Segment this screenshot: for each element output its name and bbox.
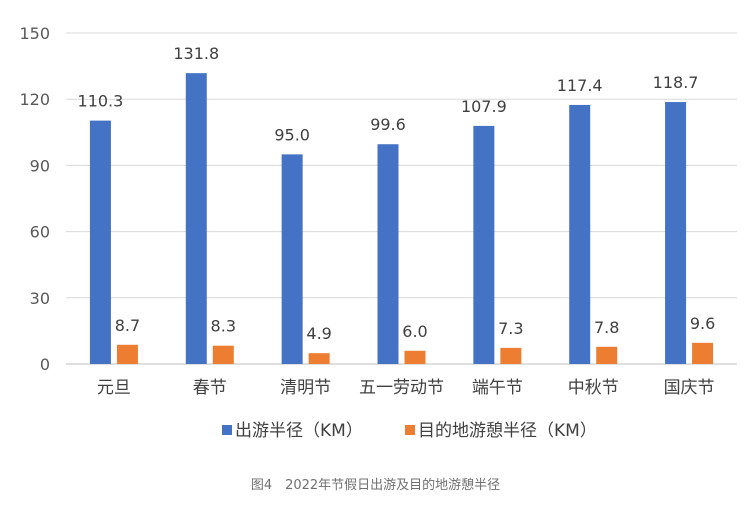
x-tick-label: 五一劳动节 (359, 378, 444, 398)
bars: 110.3 8.7 131.8 8.3 95.0 4.9 99.6 6.0 107.9 7.3 11… (78, 44, 715, 365)
x-tick-label: 中秋节 (568, 378, 619, 398)
gridlines (66, 32, 737, 365)
y-tick-label: 0 (40, 355, 50, 374)
travel-radius-bar (473, 125, 495, 364)
x-tick-label: 端午节 (472, 378, 523, 398)
data-label: 8.7 (115, 316, 140, 335)
travel-radius-bar (281, 154, 303, 364)
figure-caption: 图4 2022年节假日出游及目的地游憩半径 (250, 478, 501, 493)
recreation-radius-bar (500, 347, 522, 364)
y-tick-label: 90 (30, 156, 50, 175)
legend-swatch (405, 425, 415, 435)
travel-radius-bar (185, 73, 207, 365)
data-label: 6.0 (402, 322, 427, 341)
data-label: 7.3 (498, 319, 523, 338)
y-tick-label: 150 (19, 24, 50, 43)
travel-radius-bar (89, 120, 111, 364)
data-label: 9.6 (690, 314, 715, 333)
data-label: 107.9 (461, 97, 507, 116)
data-label: 95.0 (274, 125, 310, 144)
travel-radius-bar (569, 104, 591, 365)
legend-swatch (222, 425, 232, 435)
y-axis: 0 30 60 90 120 150 (19, 24, 50, 374)
data-label: 131.8 (173, 44, 219, 63)
x-tick-label: 国庆节 (664, 378, 715, 398)
recreation-radius-bar (212, 345, 234, 364)
chart: 0 30 60 90 120 150 110.3 8.7 131.8 8.3 95.0 4.9 99.… (19, 24, 737, 441)
recreation-radius-bar (596, 346, 618, 364)
recreation-radius-bar (692, 342, 714, 364)
y-tick-label: 120 (19, 90, 50, 109)
data-label: 8.3 (211, 317, 236, 336)
data-label: 118.7 (653, 73, 699, 92)
legend: 出游半径（KM） 目的地游憩半径（KM） (222, 421, 597, 441)
recreation-radius-bar (308, 353, 330, 364)
legend-label: 出游半径（KM） (235, 421, 363, 441)
recreation-radius-bar (404, 350, 426, 364)
recreation-radius-bar (116, 344, 138, 364)
x-axis: 元旦 春节 清明节 五一劳动节 端午节 中秋节 国庆节 (97, 378, 715, 398)
travel-radius-bar (665, 102, 687, 364)
x-tick-label: 元旦 (97, 378, 131, 398)
data-label: 117.4 (557, 76, 603, 95)
data-label: 99.6 (370, 115, 406, 134)
x-tick-label: 清明节 (280, 378, 331, 398)
y-tick-label: 60 (30, 223, 50, 242)
legend-label: 目的地游憩半径（KM） (418, 421, 597, 441)
data-label: 4.9 (306, 324, 331, 343)
x-tick-label: 春节 (193, 378, 227, 398)
y-tick-label: 30 (30, 289, 50, 308)
data-label: 110.3 (78, 92, 124, 111)
travel-radius-bar (377, 144, 399, 364)
data-label: 7.8 (594, 318, 619, 337)
